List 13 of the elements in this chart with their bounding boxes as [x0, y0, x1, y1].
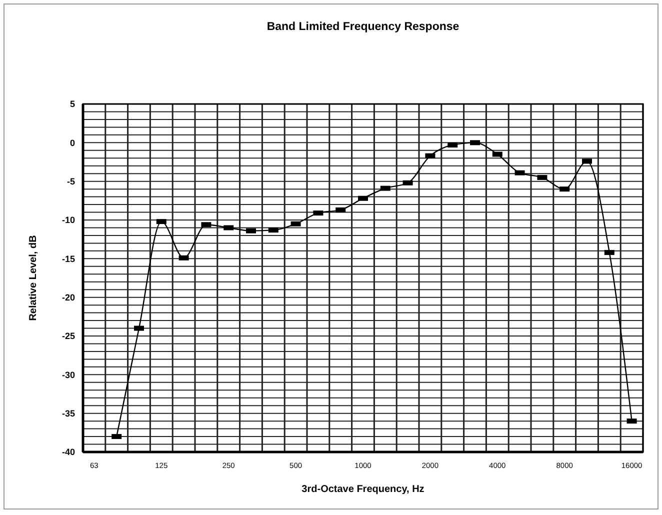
y-tick-label: 5	[70, 99, 75, 110]
y-tick-label: -30	[62, 370, 75, 380]
y-axis-title: Relative Level, dB	[28, 235, 39, 321]
y-tick-label: 0	[70, 138, 75, 148]
y-tick-label: -5	[66, 176, 75, 186]
chart-title: Band Limited Frequency Response	[266, 21, 460, 33]
y-tick-label: -20	[62, 292, 75, 302]
y-tick-label: -15	[62, 254, 75, 264]
y-tick-label: -35	[62, 408, 75, 418]
y-tick-label: -25	[62, 331, 75, 342]
y-tick-label: -10	[62, 215, 75, 226]
x-axis-title: 3rd-Octave Frequency, Hz	[302, 484, 424, 495]
y-tick-label: -40	[62, 447, 75, 458]
